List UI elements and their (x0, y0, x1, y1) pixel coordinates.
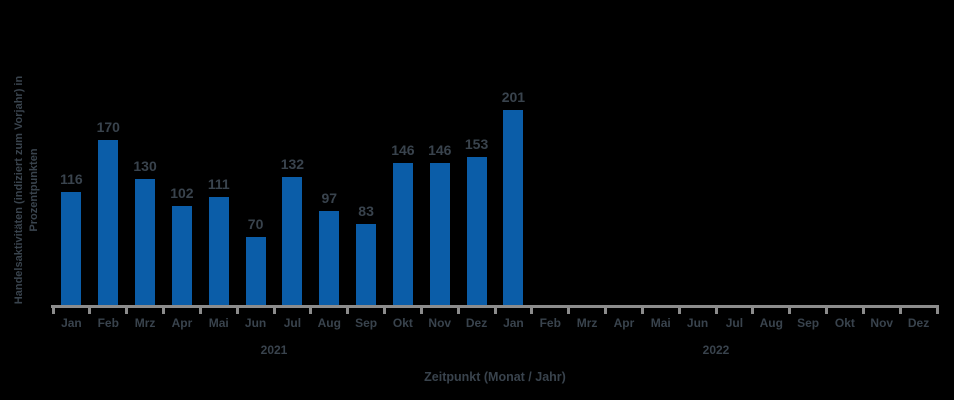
x-tick-label: Nov (428, 316, 452, 330)
bar (171, 206, 192, 305)
bar-value-label: 70 (247, 216, 264, 232)
bar-value-label: 146 (428, 142, 452, 158)
x-axis-tick (677, 305, 681, 314)
bar-value-label: 116 (60, 171, 83, 187)
x-tick-label: Dez (465, 316, 488, 330)
year-label: 2022 (702, 343, 730, 357)
bar (503, 110, 524, 305)
x-axis-tick (51, 305, 55, 314)
x-tick-label: Mrz (134, 316, 156, 330)
x-tick-label: Okt (834, 316, 855, 330)
x-tick-label: Mrz (576, 316, 598, 330)
bar-value-label: 201 (501, 89, 526, 105)
x-tick-label: Aug (759, 316, 783, 330)
bar-value-label: 97 (321, 190, 338, 206)
bar (429, 163, 450, 305)
x-axis-tick (272, 305, 276, 314)
bar-value-label: 102 (170, 185, 194, 201)
x-tick-label: Jan (61, 316, 82, 330)
bar-value-label: 83 (358, 203, 374, 219)
x-axis-tick (640, 305, 644, 314)
x-tick-label: Mai (650, 316, 671, 330)
bar-value-label: 170 (96, 119, 120, 135)
x-tick-label: Aug (317, 316, 341, 330)
x-axis-tick (567, 305, 571, 314)
x-axis-tick (788, 305, 792, 314)
bar-value-label: 132 (280, 156, 305, 172)
x-tick-label: Feb (97, 316, 119, 330)
bar-value-label: 153 (464, 136, 489, 152)
year-label: 2021 (260, 343, 288, 357)
x-tick-label: Feb (539, 316, 561, 330)
x-axis-tick (88, 305, 92, 314)
x-axis-tick (456, 305, 460, 314)
bar (135, 179, 156, 305)
x-tick-label: Jul (725, 316, 744, 330)
x-tick-label: Jun (244, 316, 267, 330)
x-axis-tick (530, 305, 534, 314)
x-axis-tick (198, 305, 202, 314)
x-axis-tick (383, 305, 386, 314)
x-tick-label: Jan (503, 316, 524, 330)
x-axis-tick (309, 305, 313, 314)
x-axis-tick (346, 305, 350, 314)
bar (245, 237, 266, 305)
bar (98, 140, 119, 305)
x-tick-label: Mai (208, 316, 229, 330)
bar-value-label: 146 (391, 142, 415, 158)
x-axis-tick (419, 305, 423, 314)
x-axis-tick (825, 305, 828, 314)
x-tick-label: Apr (613, 316, 635, 330)
x-tick-label: Apr (171, 316, 193, 330)
bar (466, 157, 487, 305)
x-axis-tick (861, 305, 865, 314)
bar (282, 177, 303, 305)
x-axis-tick (125, 305, 129, 314)
x-axis-tick (935, 305, 939, 314)
x-axis-tick (751, 305, 755, 314)
bar (356, 224, 377, 305)
bar (208, 197, 229, 305)
x-axis-tick (714, 305, 718, 314)
x-axis-tick (162, 305, 165, 314)
x-axis-tick (493, 305, 497, 314)
x-tick-label: Nov (870, 316, 894, 330)
x-tick-label: Jun (686, 316, 709, 330)
x-tick-label: Dez (907, 316, 930, 330)
bar (319, 211, 340, 305)
x-axis-tick (898, 305, 902, 314)
bar (392, 163, 413, 305)
bar-value-label: 130 (133, 158, 157, 174)
x-tick-label: Okt (392, 316, 413, 330)
x-tick-label: Sep (355, 316, 378, 330)
bar-value-label: 111 (207, 176, 230, 192)
x-axis-title: Zeitpunkt (Monat / Jahr) (424, 370, 566, 384)
x-axis-tick (604, 305, 607, 314)
x-axis-tick (235, 305, 239, 314)
bar (61, 192, 82, 305)
x-tick-label: Jul (283, 316, 302, 330)
x-tick-label: Sep (797, 316, 820, 330)
